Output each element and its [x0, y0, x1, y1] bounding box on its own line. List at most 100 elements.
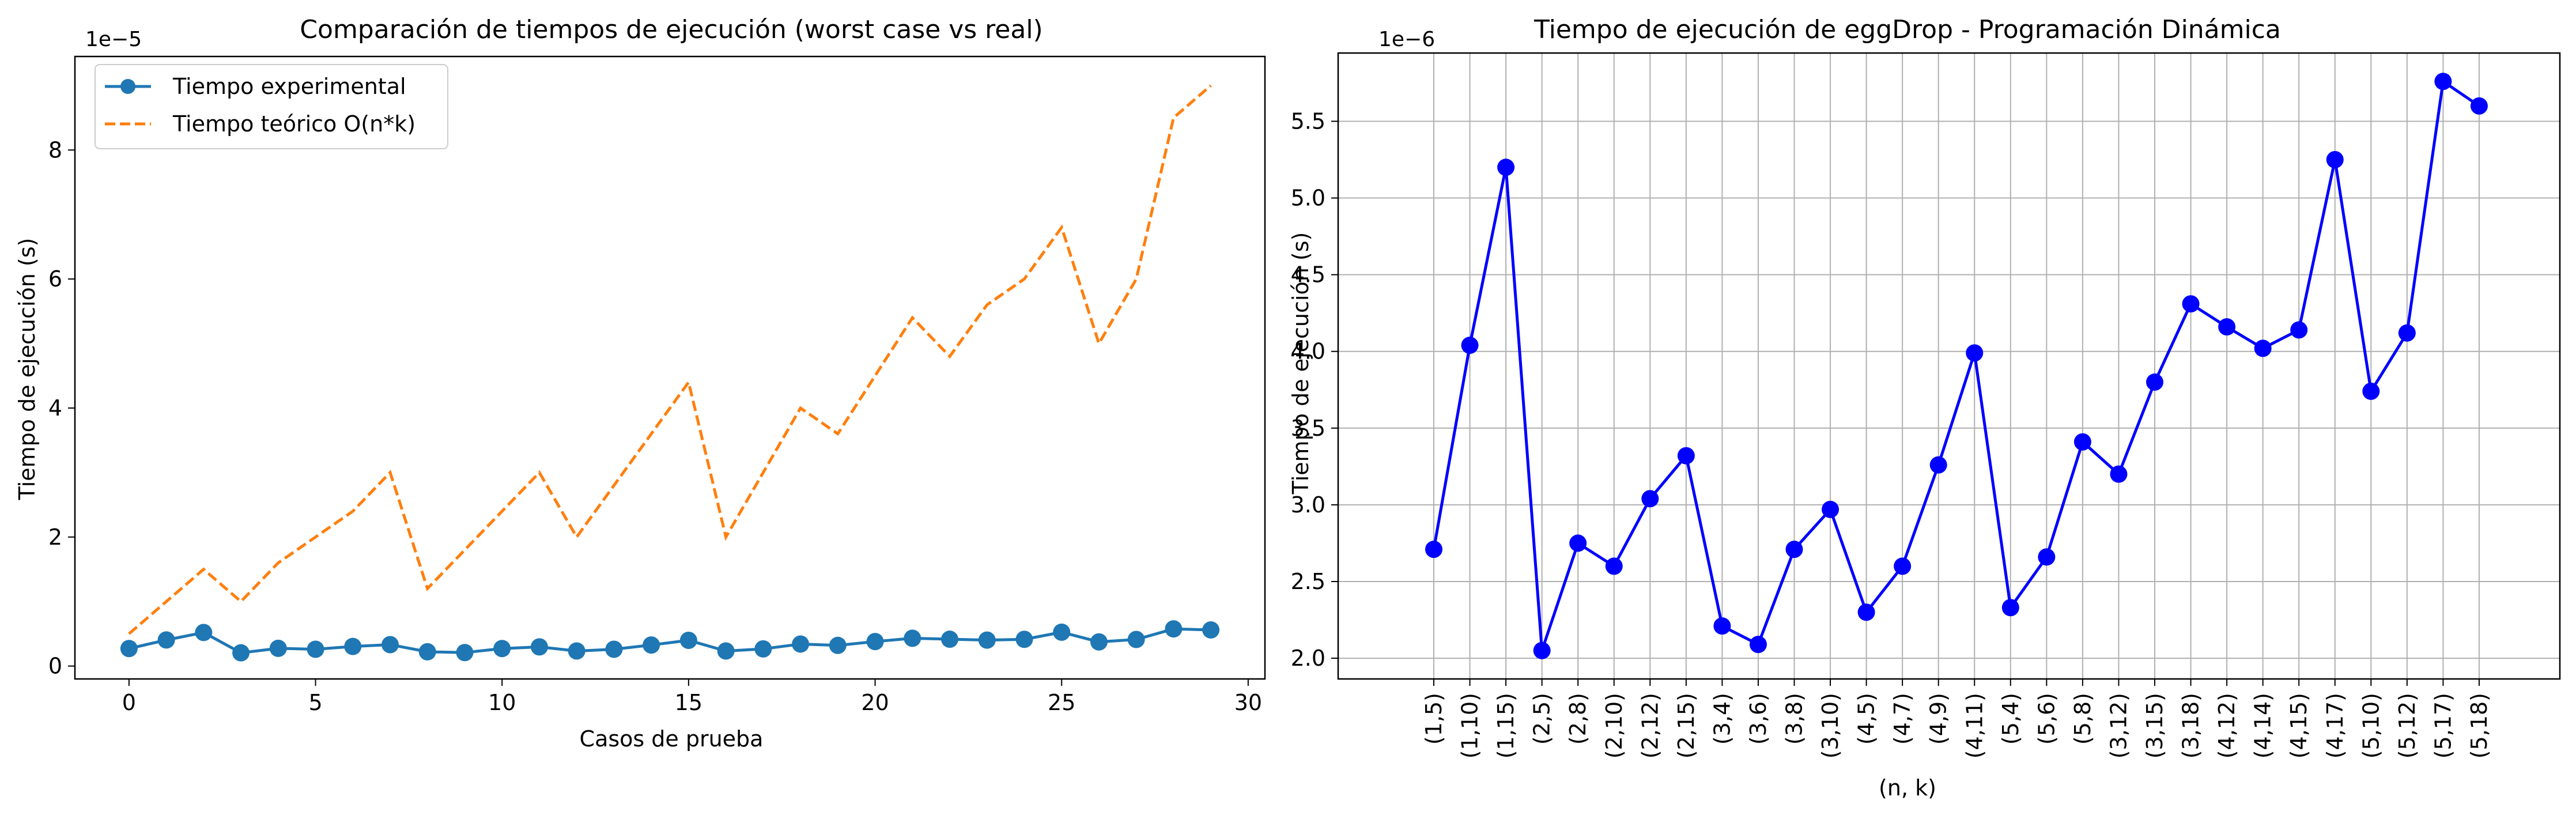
x-tick-label: (4,11) — [1962, 693, 1987, 758]
x-axis-label: Casos de prueba — [580, 726, 764, 752]
series-line-theoretical — [128, 84, 1212, 635]
x-tick-label: (2,8) — [1565, 693, 1591, 745]
data-point-experimental — [157, 631, 175, 649]
series-line — [1432, 78, 2480, 651]
data-point-experimental — [679, 631, 697, 649]
axes-frame — [1337, 52, 2561, 680]
data-point — [2470, 97, 2488, 115]
data-point — [1497, 158, 1515, 176]
x-tick-label: (5,4) — [1998, 693, 2023, 745]
data-point — [1822, 500, 1840, 518]
data-point-experimental — [941, 631, 959, 648]
y-axis-label: Tiempo de ejecución (s) — [1288, 232, 1313, 495]
data-point — [2434, 73, 2452, 90]
data-point — [2182, 295, 2200, 313]
plot-area: 0 5 10 15 20 25 30 0 2 4 6 8 — [48, 55, 1266, 715]
x-tick-label: (3,10) — [1818, 693, 1843, 758]
data-point-experimental — [643, 636, 660, 654]
y-tick-label: 5.0 — [1291, 186, 1325, 211]
data-point-experimental — [717, 642, 735, 660]
data-point — [2146, 373, 2163, 391]
y-tick-label: 6 — [48, 266, 62, 292]
data-point-experimental — [754, 640, 772, 658]
x-tick-label: (4,5) — [1854, 693, 1879, 745]
data-point-experimental — [120, 640, 138, 658]
legend-box — [95, 64, 448, 149]
x-axis-label: (n, k) — [1879, 775, 1936, 801]
data-point — [1929, 456, 1947, 474]
data-point — [1894, 557, 1912, 575]
y-tick-label: 2 — [48, 524, 62, 550]
data-point — [2362, 382, 2380, 400]
data-point — [2254, 339, 2272, 357]
x-tick-label: (4,15) — [2286, 693, 2311, 758]
data-point — [2218, 318, 2236, 336]
x-tick-label: (5,12) — [2394, 693, 2420, 758]
x-tick-label: (5,6) — [2034, 693, 2059, 745]
x-tick-label: 20 — [861, 690, 889, 715]
legend-marker-experimental — [120, 79, 135, 94]
legend: Tiempo experimental Tiempo teórico O(n*k… — [95, 64, 448, 149]
x-tick-label: (5,8) — [2070, 693, 2095, 745]
data-point-experimental — [829, 636, 847, 654]
x-tick-label: (3,12) — [2106, 693, 2131, 758]
x-tick-label: (2,15) — [1674, 693, 1699, 758]
y-tick-label: 3.0 — [1291, 492, 1325, 518]
data-point-experimental — [418, 643, 436, 661]
x-tick-label: (4,12) — [2214, 693, 2239, 758]
x-tick-label: (3,15) — [2142, 693, 2167, 758]
y-axis-label: Tiempo de ejecución (s) — [14, 238, 40, 501]
x-tick-label: (3,4) — [1709, 693, 1735, 745]
data-point-experimental — [1165, 620, 1183, 638]
data-point-experimental — [866, 633, 884, 651]
x-tick-label: (2,12) — [1637, 693, 1663, 758]
data-point-experimental — [530, 638, 548, 656]
data-point-experimental — [1015, 631, 1033, 648]
legend-label-theoretical: Tiempo teórico O(n*k) — [172, 111, 416, 137]
chart-title: Comparación de tiempos de ejecución (wor… — [300, 15, 1043, 44]
data-point — [1785, 541, 1803, 558]
x-tick-label: 5 — [308, 690, 322, 715]
data-point-experimental — [307, 640, 324, 658]
y-tick-label: 8 — [48, 137, 62, 163]
axes-frame — [74, 55, 1266, 680]
y-tick-label: 3.5 — [1291, 416, 1325, 441]
x-tick-label: 0 — [122, 690, 136, 715]
data-point — [1605, 557, 1623, 575]
data-point-experimental — [978, 631, 996, 649]
data-point — [2398, 324, 2416, 342]
data-point — [1461, 337, 1479, 354]
data-point — [1425, 541, 1442, 558]
data-point-experimental — [1053, 623, 1071, 641]
x-tick-label: 15 — [675, 690, 702, 715]
data-point — [2038, 548, 2056, 566]
x-tick-label: (2,10) — [1601, 693, 1627, 758]
x-tick-label: (3,18) — [2178, 693, 2204, 758]
data-point — [2001, 599, 2019, 617]
eggdrop-dp-chart: Tiempo de ejecución de eggDrop - Program… — [1288, 15, 2561, 801]
chart-title: Tiempo de ejecución de eggDrop - Program… — [1533, 15, 2281, 44]
legend-label-experimental: Tiempo experimental — [172, 74, 406, 99]
data-point-experimental — [568, 642, 586, 660]
y-tick-label: 4.0 — [1291, 339, 1325, 364]
y-offset-label: 1e−6 — [1378, 28, 1435, 51]
y-tick-label: 0 — [48, 654, 62, 679]
plot-area: 2.0 2.5 3.0 3.5 4.0 4.5 5.0 5.5 (1,5) (1,10) (1,15… — [1291, 52, 2561, 758]
data-point — [1713, 617, 1731, 635]
x-tick-label: (4,7) — [1890, 693, 1915, 745]
x-tick-label: (3,8) — [1782, 693, 1807, 745]
data-point-experimental — [344, 637, 362, 655]
data-point-experimental — [381, 636, 399, 654]
x-tick-label: 30 — [1234, 690, 1262, 715]
x-tick-label: (5,10) — [2358, 693, 2384, 758]
experimental-vs-theoretical-chart: Comparación de tiempos de ejecución (wor… — [14, 15, 1266, 752]
y-tick-label: 2.0 — [1291, 646, 1325, 671]
data-point-experimental — [1127, 631, 1145, 648]
x-tick-label: (3,6) — [1746, 693, 1771, 745]
x-tick-label: (5,17) — [2430, 693, 2456, 758]
x-tick-label: (1,15) — [1493, 693, 1519, 758]
x-tick-label: (4,14) — [2250, 693, 2276, 758]
x-tick-label: (5,18) — [2467, 693, 2492, 758]
x-tick-label: (1,5) — [1421, 693, 1446, 745]
